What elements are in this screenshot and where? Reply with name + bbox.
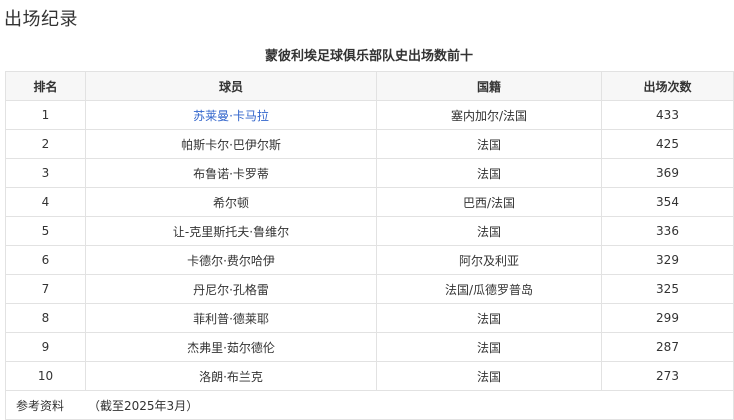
rank-cell: 10	[5, 361, 86, 391]
player-cell: 让-克里斯托夫·鲁维尔	[85, 216, 377, 246]
appearances-cell: 369	[601, 158, 734, 188]
nationality-cell: 法国	[376, 158, 602, 188]
table-row: 6 卡德尔·费尔哈伊 阿尔及利亚 329	[5, 245, 734, 275]
section-title: 出场纪录	[4, 9, 78, 30]
appearances-cell: 336	[601, 216, 734, 246]
rank-cell: 9	[5, 332, 86, 362]
table-footer-row: 参考资料 （截至2025年3月）	[5, 390, 734, 420]
appearances-table: 排名 球员 国籍 出场次数 1 苏莱曼·卡马拉 塞内加尔/法国 433 2 帕斯卡尔·巴伊…	[5, 71, 734, 420]
references-label: 参考资料	[16, 398, 65, 413]
nationality-cell: 法国	[376, 332, 602, 362]
header-player: 球员	[85, 71, 377, 101]
table-row: 5 让-克里斯托夫·鲁维尔 法国 336	[5, 216, 734, 246]
header-appearances: 出场次数	[601, 71, 734, 101]
table-row: 3 布鲁诺·卡罗蒂 法国 369	[5, 158, 734, 188]
appearances-cell: 425	[601, 129, 734, 159]
header-rank: 排名	[5, 71, 86, 101]
nationality-cell: 法国/瓜德罗普岛	[376, 274, 602, 304]
table-row: 9 杰弗里·茹尔德伦 法国 287	[5, 332, 734, 362]
appearances-cell: 354	[601, 187, 734, 217]
appearances-cell: 325	[601, 274, 734, 304]
appearances-cell: 299	[601, 303, 734, 333]
appearances-cell: 329	[601, 245, 734, 275]
rank-cell: 2	[5, 129, 86, 159]
player-cell: 菲利普·德莱耶	[85, 303, 377, 333]
player-cell: 希尔顿	[85, 187, 377, 217]
table-row: 8 菲利普·德莱耶 法国 299	[5, 303, 734, 333]
table-row: 2 帕斯卡尔·巴伊尔斯 法国 425	[5, 129, 734, 159]
references-note: （截至2025年3月）	[88, 398, 199, 413]
appearances-cell: 433	[601, 100, 734, 130]
player-cell: 洛朗·布兰克	[85, 361, 377, 391]
table-row: 10 洛朗·布兰克 法国 273	[5, 361, 734, 391]
nationality-cell: 法国	[376, 303, 602, 333]
header-nationality: 国籍	[376, 71, 602, 101]
rank-cell: 3	[5, 158, 86, 188]
rank-cell: 6	[5, 245, 86, 275]
nationality-cell: 法国	[376, 129, 602, 159]
references-cell: 参考资料 （截至2025年3月）	[5, 390, 734, 420]
appearances-cell: 287	[601, 332, 734, 362]
rank-cell: 1	[5, 100, 86, 130]
table-row: 4 希尔顿 巴西/法国 354	[5, 187, 734, 217]
player-cell: 布鲁诺·卡罗蒂	[85, 158, 377, 188]
rank-cell: 7	[5, 274, 86, 304]
rank-cell: 5	[5, 216, 86, 246]
table-row: 7 丹尼尔·孔格雷 法国/瓜德罗普岛 325	[5, 274, 734, 304]
nationality-cell: 法国	[376, 216, 602, 246]
table-caption: 蒙彼利埃足球俱乐部队史出场数前十	[264, 49, 473, 64]
nationality-cell: 阿尔及利亚	[376, 245, 602, 275]
appearances-cell: 273	[601, 361, 734, 391]
nationality-cell: 塞内加尔/法国	[376, 100, 602, 130]
rank-cell: 8	[5, 303, 86, 333]
player-cell: 卡德尔·费尔哈伊	[85, 245, 377, 275]
table-header-row: 排名 球员 国籍 出场次数	[5, 71, 734, 101]
nationality-cell: 巴西/法国	[376, 187, 602, 217]
player-cell[interactable]: 苏莱曼·卡马拉	[85, 100, 377, 130]
rank-cell: 4	[5, 187, 86, 217]
player-cell: 帕斯卡尔·巴伊尔斯	[85, 129, 377, 159]
nationality-cell: 法国	[376, 361, 602, 391]
table-row: 1 苏莱曼·卡马拉 塞内加尔/法国 433	[5, 100, 734, 130]
player-cell: 丹尼尔·孔格雷	[85, 274, 377, 304]
player-cell: 杰弗里·茹尔德伦	[85, 332, 377, 362]
